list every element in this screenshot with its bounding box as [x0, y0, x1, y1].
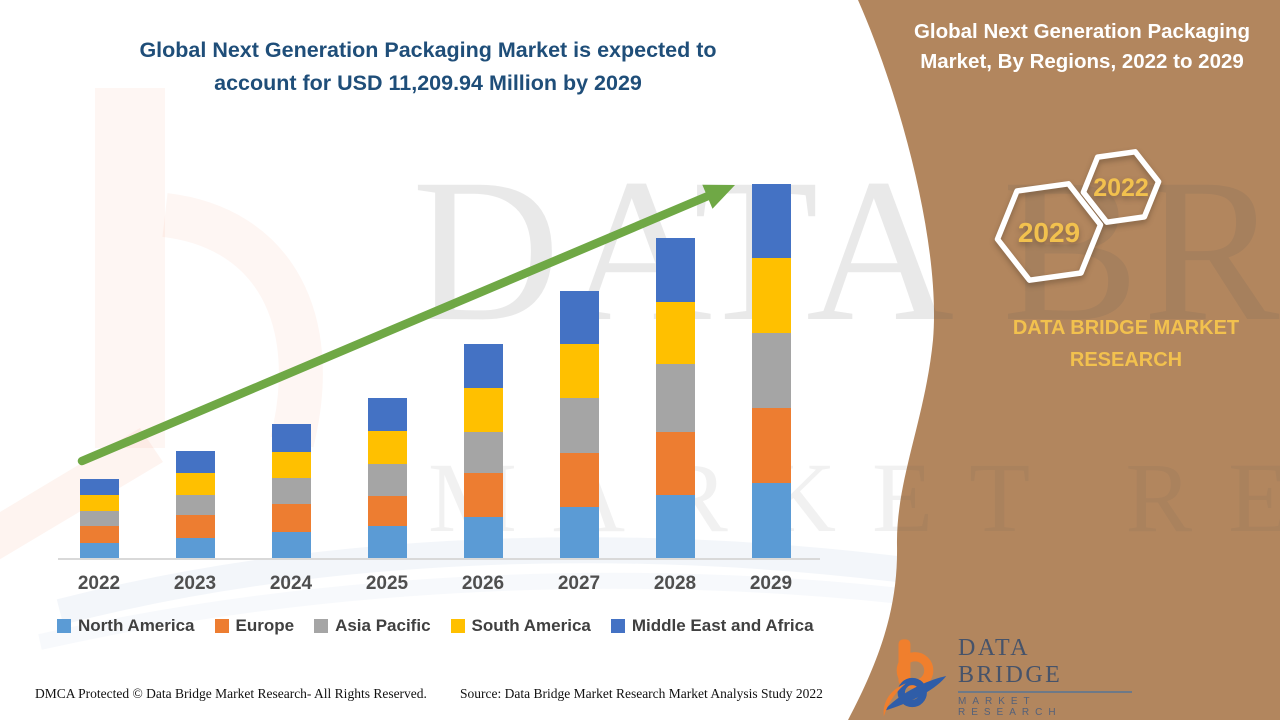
bar-segment-2023-north-america: [176, 538, 215, 558]
bar-segment-2022-middle-east-and-africa: [80, 479, 119, 495]
legend-label: Asia Pacific: [335, 616, 431, 635]
footer-source-text: Source: Data Bridge Market Research Mark…: [460, 686, 823, 701]
legend-item-asia-pacific: Asia Pacific: [314, 616, 431, 636]
bar-segment-2025-asia-pacific: [368, 464, 407, 496]
bar-segment-2022-north-america: [80, 543, 119, 558]
company-logo-icon: [883, 639, 947, 717]
legend-swatch-south-america: [450, 619, 465, 633]
bar-segment-2027-north-america: [560, 507, 599, 558]
bar-segment-2029-asia-pacific: [752, 333, 791, 408]
side-panel-brand-text: DATA BRIDGE MARKET RESEARCH: [1012, 317, 1240, 371]
bar-segment-2023-middle-east-and-africa: [176, 451, 215, 473]
x-axis-label-2026: 2026: [461, 573, 505, 594]
badge-2022-label: 2022: [1093, 174, 1149, 202]
bar-segment-2028-asia-pacific: [656, 364, 695, 432]
bar-segment-2028-europe: [656, 432, 695, 495]
bar-2026: [464, 344, 503, 558]
bar-segment-2027-middle-east-and-africa: [560, 291, 599, 344]
hexagon-outline-2029: [994, 181, 1104, 283]
legend-swatch-asia-pacific: [314, 619, 329, 633]
page-title-line2: account for USD 11,209.94 Million by 202…: [214, 71, 642, 96]
bar-segment-2026-europe: [464, 473, 503, 517]
bar-segment-2024-asia-pacific: [272, 478, 311, 504]
bar-segment-2023-europe: [176, 515, 215, 538]
company-logo: DATA BRIDGE MARKET RESEARCH: [882, 630, 1132, 720]
bar-segment-2025-europe: [368, 496, 407, 526]
x-axis-label-2025: 2025: [365, 573, 409, 594]
bar-segment-2028-middle-east-and-africa: [656, 238, 695, 302]
legend-label: Middle East and Africa: [631, 616, 814, 635]
badge-2029-label: 2029: [1018, 217, 1080, 248]
bar-segment-2027-asia-pacific: [560, 398, 599, 453]
bar-chart-plot-area: [60, 150, 820, 558]
bar-segment-2026-middle-east-and-africa: [464, 344, 503, 388]
side-panel-heading-line1: Global Next Generation Packaging: [913, 20, 1251, 43]
page-title-line1: Global Next Generation Packaging Market …: [139, 38, 717, 62]
company-logo-text: DATA BRIDGE MARKET RESEARCH: [958, 635, 1132, 718]
legend-label: North America: [78, 616, 195, 635]
bar-segment-2025-middle-east-and-africa: [368, 398, 407, 431]
bar-2029: [752, 184, 791, 558]
badge-2022: 2022: [1080, 149, 1162, 225]
x-axis-line: [58, 558, 820, 560]
bar-segment-2025-north-america: [368, 526, 407, 558]
legend-item-north-america: North America: [57, 616, 195, 636]
bar-segment-2029-north-america: [752, 483, 791, 558]
x-axis-label-2023: 2023: [173, 573, 217, 594]
bar-segment-2026-asia-pacific: [464, 432, 503, 473]
bar-segment-2024-middle-east-and-africa: [272, 424, 311, 452]
page-title: Global Next Generation Packaging Market …: [88, 34, 768, 101]
bar-segment-2028-south-america: [656, 302, 695, 364]
bar-segment-2022-south-america: [80, 495, 119, 511]
x-axis-label-2027: 2027: [557, 573, 601, 594]
bar-segment-2022-asia-pacific: [80, 511, 119, 526]
legend-item-middle-east-and-africa: Middle East and Africa: [610, 616, 814, 636]
bar-segment-2025-south-america: [368, 431, 407, 464]
legend-item-europe: Europe: [214, 616, 295, 636]
bar-segment-2026-south-america: [464, 388, 503, 432]
bar-segment-2027-south-america: [560, 344, 599, 398]
bar-2024: [272, 424, 311, 558]
bar-segment-2027-europe: [560, 453, 599, 507]
company-logo-brand: DATA BRIDGE: [958, 635, 1132, 693]
x-axis-labels: 2022 2023 2024 2025 2026 2027 2028 2029: [0, 573, 900, 597]
x-axis-label-2024: 2024: [269, 573, 313, 594]
year-badges: 2029 2022: [994, 149, 1162, 283]
bar-segment-2029-south-america: [752, 258, 791, 333]
hexagon-outline-2022: [1080, 149, 1162, 225]
x-axis-label-2022: 2022: [77, 573, 121, 594]
bar-2028: [656, 238, 695, 558]
side-panel-heading: Global Next Generation Packaging Market,…: [893, 17, 1271, 76]
bar-segment-2028-north-america: [656, 495, 695, 558]
bar-segment-2024-north-america: [272, 532, 311, 558]
bar-2023: [176, 451, 215, 558]
bar-segment-2029-middle-east-and-africa: [752, 184, 791, 258]
legend-item-south-america: South America: [450, 616, 591, 636]
chart-legend: North America Europe Asia Pacific South Ame…: [57, 616, 832, 636]
legend-label: South America: [471, 616, 591, 635]
bar-2022: [80, 479, 119, 558]
bar-segment-2029-europe: [752, 408, 791, 483]
x-axis-label-2029: 2029: [749, 573, 793, 594]
bar-segment-2023-south-america: [176, 473, 215, 495]
legend-swatch-north-america: [57, 619, 71, 633]
side-panel-heading-line2: Market, By Regions, 2022 to 2029: [920, 49, 1244, 73]
legend-swatch-europe: [214, 619, 229, 633]
legend-swatch-middle-east-and-africa: [610, 619, 625, 633]
bar-segment-2024-europe: [272, 504, 311, 532]
x-axis-label-2028: 2028: [653, 573, 697, 594]
bar-segment-2022-europe: [80, 526, 119, 543]
bar-segment-2023-asia-pacific: [176, 495, 215, 515]
legend-label: Europe: [235, 616, 295, 635]
side-panel-shape: [848, 0, 1280, 720]
bar-2027: [560, 291, 599, 558]
footer-dmca-text: DMCA Protected © Data Bridge Market Rese…: [35, 686, 427, 701]
bar-segment-2024-south-america: [272, 452, 311, 478]
company-logo-subtitle: MARKET RESEARCH: [958, 695, 1062, 718]
badge-2029: 2029: [994, 181, 1104, 283]
bar-segment-2026-north-america: [464, 517, 503, 558]
bar-2025: [368, 398, 407, 558]
